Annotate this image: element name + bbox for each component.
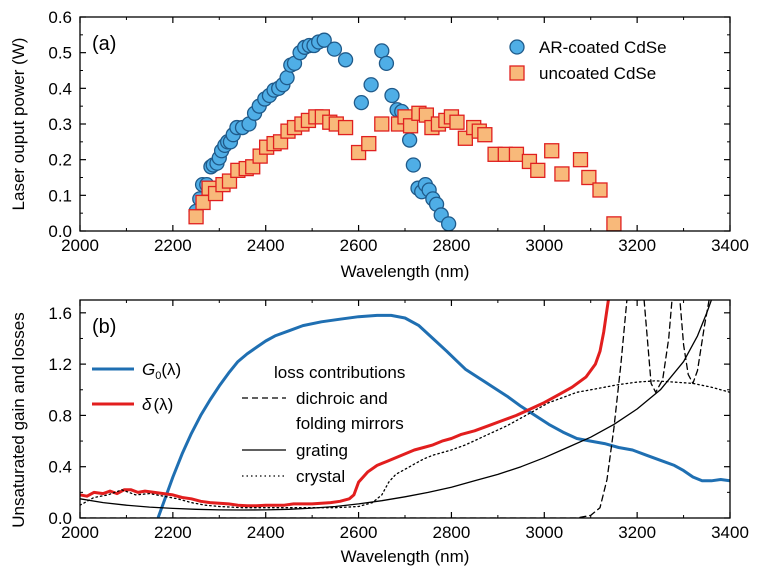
delta-curve — [80, 300, 610, 508]
panel-a-x-tick-label: 2600 — [340, 236, 378, 255]
uncoated-point — [530, 162, 546, 179]
panel-a-x-tick-label: 2800 — [433, 236, 471, 255]
uncoated-point — [374, 116, 390, 132]
legend-crystal-label: crystal — [296, 467, 345, 486]
ar-coated-point — [363, 77, 379, 93]
legend-mirrors-label-1: dichroic and — [296, 389, 388, 408]
panel-a-x-axis-label: Wavelength (nm) — [341, 262, 470, 281]
panel-a-x-tick-label: 2000 — [61, 236, 99, 255]
legend-delta-label: δ (λ) — [142, 395, 173, 414]
panel-b-x-axis-label: Wavelength (nm) — [341, 547, 470, 566]
panel-b-ticks: 2000 2200 2400 2600 2800 3000 3200 3400 0.0 0.4 0.… — [48, 300, 749, 542]
ar-coated-point — [378, 55, 395, 72]
legend-ar-coated-marker — [509, 39, 525, 55]
panel-b-y-tick-label: 1.2 — [48, 355, 72, 374]
ar-coated-point — [384, 87, 400, 104]
grating-loss-curve — [80, 300, 713, 511]
legend-mirrors-label-2: folding mirrors — [296, 414, 404, 433]
ar-coated-point — [353, 94, 370, 111]
panel-a-y-tick-label: 0.6 — [48, 8, 72, 27]
uncoated-point — [402, 118, 419, 134]
legend-g0-label: G0(λ) — [142, 360, 181, 382]
panel-b-x-tick-label: 3200 — [618, 523, 656, 542]
panel-a-x-tick-label: 3000 — [525, 236, 563, 255]
panel-b-x-tick-label: 2600 — [340, 523, 378, 542]
panel-a-legend: AR-coated CdSe uncoated CdSe — [509, 38, 667, 83]
ar-coated-point — [440, 216, 457, 232]
ar-coated-point — [279, 69, 295, 86]
panel-a-y-tick-label: 0.0 — [48, 222, 72, 241]
uncoated-point — [188, 209, 204, 225]
crystal-loss-curve — [80, 380, 730, 509]
panel-b-y-tick-label: 1.6 — [48, 304, 72, 323]
legend-uncoated-marker — [509, 65, 525, 81]
ar-coated-point — [405, 157, 422, 173]
ar-coated-point — [337, 52, 354, 68]
uncoated-point — [449, 114, 465, 130]
panel-b-x-tick-label: 2400 — [247, 523, 285, 542]
panel-a-y-axis-label: Laser ouput power (W) — [9, 38, 28, 211]
uncoated-point — [477, 127, 493, 143]
uncoated-point — [337, 119, 354, 136]
ar-coated-point — [326, 41, 343, 57]
panel-a: 2000 2200 2400 2600 2800 3000 3200 3400 0.0 0.1 0.… — [9, 8, 749, 281]
uncoated-point — [361, 135, 377, 152]
panel-a-y-tick-label: 0.2 — [48, 151, 72, 170]
uncoated-point — [581, 169, 597, 186]
panel-b-data — [80, 300, 730, 518]
ar-coated-point — [401, 132, 418, 148]
panel-b-frame — [79, 299, 731, 519]
panel-a-y-tick-label: 0.5 — [48, 44, 72, 63]
panel-b-x-tick-label: 3400 — [711, 523, 749, 542]
uncoated-point — [554, 166, 570, 182]
panel-a-y-tick-label: 0.3 — [48, 115, 72, 134]
panel-b-x-tick-label: 2200 — [154, 523, 192, 542]
legend-ar-coated-label: AR-coated CdSe — [539, 38, 667, 57]
mirrors-loss-curve — [80, 300, 710, 518]
panel-b-x-tick-label: 2800 — [433, 523, 471, 542]
ar-coated-point — [316, 32, 332, 48]
panel-b-y-tick-label: 0.4 — [48, 458, 72, 477]
panel-a-y-tick-label: 0.4 — [48, 79, 72, 98]
panel-a-y-tick-label: 0.1 — [48, 186, 72, 205]
uncoated-point — [544, 143, 560, 159]
g0-curve — [156, 313, 730, 518]
panel-b-y-tick-label: 0.0 — [48, 509, 72, 528]
legend-grating-label: grating — [296, 441, 348, 460]
uncoated-point — [606, 216, 622, 232]
panel-b-y-tick-label: 0.8 — [48, 406, 72, 425]
uncoated-point — [508, 146, 525, 162]
panel-b-x-tick-label: 3000 — [525, 523, 563, 542]
uncoated-point — [592, 182, 608, 198]
legend-uncoated-label: uncoated CdSe — [539, 64, 656, 83]
panel-a-x-tick-label: 3400 — [711, 236, 749, 255]
legend-loss-title: loss contributions — [274, 363, 405, 382]
panel-a-label: (a) — [92, 33, 116, 55]
panel-a-x-tick-label: 3200 — [618, 236, 656, 255]
panel-b-legend: G0(λ) δ (λ) loss contributions dichroic a… — [92, 360, 405, 486]
panel-b-y-axis-label: Unsaturated gain and losses — [9, 312, 28, 527]
panel-a-frame — [79, 16, 731, 232]
uncoated-point — [572, 152, 589, 168]
panel-b-x-tick-label: 2000 — [61, 523, 99, 542]
panel-b-label: (b) — [92, 316, 116, 338]
panel-a-data — [188, 32, 622, 232]
panel-a-x-tick-label: 2200 — [154, 236, 192, 255]
panel-b: 2000 2200 2400 2600 2800 3000 3200 3400 0.0 0.4 0.… — [9, 299, 749, 566]
panel-a-x-tick-label: 2400 — [247, 236, 285, 255]
